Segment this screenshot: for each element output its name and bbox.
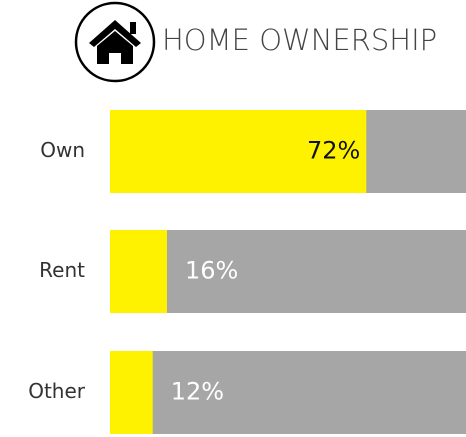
icon-roof [89, 20, 141, 47]
value-label: 72% [307, 137, 360, 165]
value-label: 16% [185, 257, 238, 285]
bar-track [110, 351, 466, 434]
category-label: Own [40, 138, 85, 162]
chart-title: HOME OWNERSHIP [162, 23, 437, 57]
bar [110, 351, 153, 434]
bar [110, 110, 367, 193]
category-label: Rent [39, 258, 85, 282]
icon-house [97, 31, 133, 64]
bar [110, 230, 167, 313]
category-label: Other [28, 379, 86, 403]
value-label: 12% [171, 378, 224, 406]
icon-chimney [130, 22, 136, 34]
bar-track [110, 230, 466, 313]
home-icon [74, 1, 156, 83]
